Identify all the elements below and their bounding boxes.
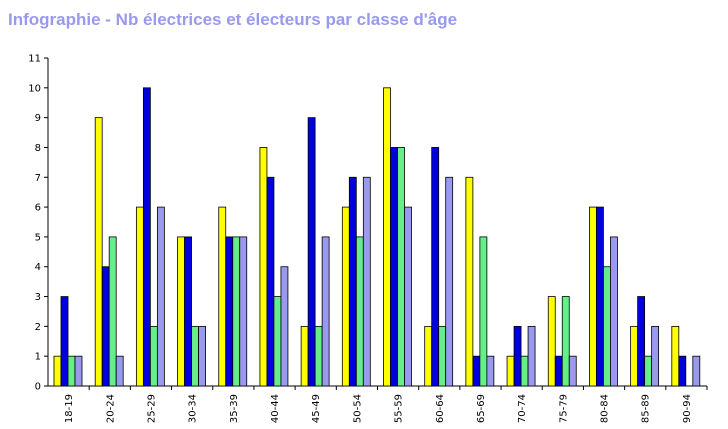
bar-25-29-s2 — [142, 87, 151, 387]
bar-75-79-s2 — [554, 355, 563, 387]
y-tick-label-5: 5 — [35, 232, 41, 243]
bar-18-19-s2 — [60, 296, 69, 387]
bar-50-54-s4 — [362, 176, 371, 387]
x-tick-label-55-59: 55-59 — [394, 394, 405, 423]
bar-80-84-s1 — [589, 206, 597, 387]
bar-40-44-s3 — [273, 296, 282, 387]
bar-55-59-s4 — [404, 206, 412, 387]
x-tick-label-70-74: 70-74 — [517, 394, 528, 423]
bar-50-54-s2 — [348, 176, 357, 387]
bar-18-19-s1 — [53, 355, 62, 387]
bar-25-29-s1 — [135, 206, 144, 387]
bar-70-74-s4 — [527, 325, 536, 387]
bar-60-64-s2 — [431, 147, 440, 387]
x-tick-label-60-64: 60-64 — [435, 394, 446, 423]
bar-30-34-s3 — [191, 325, 199, 387]
bar-30-34-s4 — [198, 325, 206, 387]
x-tick-label-65-69: 65-69 — [476, 394, 487, 423]
x-tick-label-18-19: 18-19 — [64, 394, 75, 423]
x-tick-label-25-29: 25-29 — [146, 394, 157, 423]
bar-60-64-s4 — [445, 176, 454, 387]
bar-70-74-s2 — [513, 325, 522, 387]
x-tick-label-20-24: 20-24 — [105, 394, 116, 423]
bar-65-69-s1 — [465, 176, 474, 387]
bar-40-44-s4 — [280, 266, 289, 387]
chart-title: Infographie - Nb électrices et électeurs… — [8, 10, 458, 29]
bar-18-19-s3 — [67, 355, 76, 387]
bar-85-89-s1 — [630, 325, 639, 387]
bar-35-39-s2 — [225, 236, 234, 387]
bar-45-49-s4 — [321, 236, 330, 387]
bar-75-79-s4 — [568, 355, 577, 387]
bar-20-24-s4 — [115, 355, 124, 387]
bar-65-69-s4 — [486, 355, 495, 387]
x-tick-label-80-84: 80-84 — [600, 394, 611, 423]
bar-20-24-s2 — [101, 266, 110, 387]
bar-65-69-s3 — [479, 236, 488, 387]
bar-60-64-s3 — [438, 325, 447, 387]
bar-55-59-s1 — [383, 87, 391, 387]
bar-35-39-s1 — [218, 206, 227, 387]
x-tick-label-90-94: 90-94 — [682, 394, 693, 423]
bar-50-54-s1 — [341, 206, 350, 387]
bar-85-89-s3 — [644, 355, 653, 387]
x-tick-label-35-39: 35-39 — [229, 394, 240, 423]
bar-35-39-s3 — [232, 236, 241, 387]
bar-50-54-s3 — [355, 236, 364, 387]
x-tick-label-50-54: 50-54 — [352, 394, 363, 423]
y-tick-label-4: 4 — [35, 262, 41, 273]
bar-20-24-s1 — [94, 117, 103, 387]
bar-65-69-s2 — [472, 355, 481, 387]
y-tick-label-9: 9 — [35, 113, 41, 124]
bar-90-94-s2 — [678, 355, 687, 387]
bar-75-79-s1 — [547, 296, 556, 387]
y-tick-label-10: 10 — [28, 83, 41, 94]
x-tick-label-45-49: 45-49 — [311, 394, 322, 423]
bar-40-44-s2 — [266, 176, 275, 387]
bar-60-64-s1 — [424, 325, 433, 387]
y-tick-label-2: 2 — [35, 322, 41, 333]
bar-90-94-s4 — [692, 355, 701, 387]
bar-40-44-s1 — [259, 147, 268, 387]
bar-20-24-s3 — [108, 236, 117, 387]
y-tick-label-3: 3 — [35, 292, 41, 303]
bar-45-49-s1 — [300, 325, 309, 387]
y-tick-label-0: 0 — [35, 382, 41, 393]
bar-25-29-s4 — [156, 206, 165, 387]
bar-30-34-s1 — [177, 236, 185, 387]
x-tick-label-40-44: 40-44 — [270, 394, 281, 423]
y-tick-label-11: 11 — [28, 54, 41, 65]
y-tick-label-1: 1 — [35, 352, 41, 363]
x-tick-label-85-89: 85-89 — [641, 394, 652, 423]
bar-18-19-s4 — [74, 355, 83, 387]
bar-35-39-s4 — [239, 236, 248, 387]
bars — [53, 87, 701, 387]
y-tick-label-7: 7 — [35, 173, 41, 184]
x-tick-label-30-34: 30-34 — [188, 394, 199, 423]
bar-70-74-s1 — [506, 355, 515, 387]
bar-80-84-s3 — [603, 266, 611, 387]
bar-85-89-s2 — [637, 296, 646, 387]
bar-55-59-s3 — [397, 147, 405, 387]
bar-75-79-s3 — [561, 296, 570, 387]
bar-85-89-s4 — [651, 325, 660, 387]
bar-70-74-s3 — [520, 355, 529, 387]
x-tick-label-75-79: 75-79 — [558, 394, 569, 423]
bar-80-84-s2 — [596, 206, 604, 387]
bar-90-94-s1 — [671, 325, 680, 387]
bar-80-84-s4 — [610, 236, 618, 387]
tick-labels: 0 1 2 3 4 5 6 7 8 9 10 11 18-19 20-24 25-29 30-34 35-39 4… — [28, 54, 693, 424]
bar-45-49-s2 — [307, 117, 316, 387]
bar-55-59-s2 — [390, 147, 398, 387]
y-tick-label-8: 8 — [35, 143, 41, 154]
y-tick-label-6: 6 — [35, 203, 41, 214]
bar-45-49-s3 — [314, 325, 323, 387]
bar-25-29-s3 — [149, 325, 158, 387]
bar-30-34-s2 — [184, 236, 192, 387]
